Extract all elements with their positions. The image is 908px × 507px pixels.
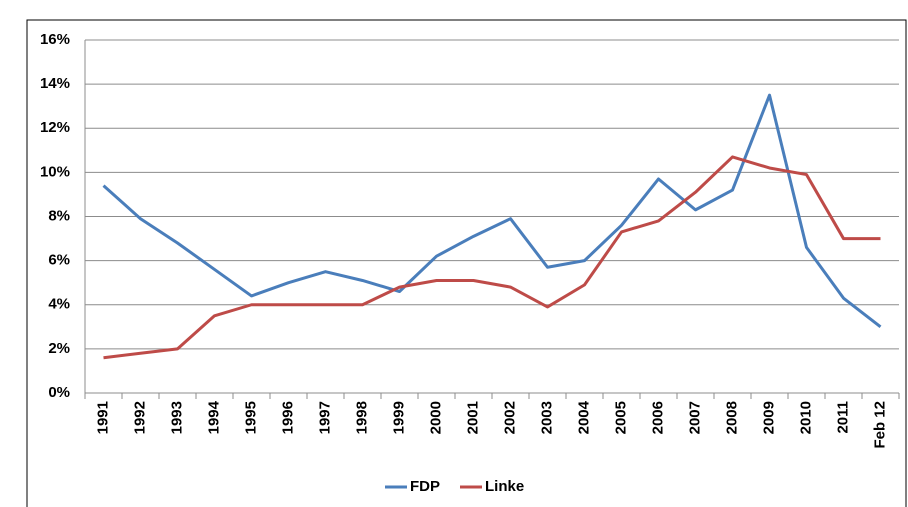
x-tick-label: 1992 (131, 401, 148, 434)
x-tick-label: 2004 (575, 400, 592, 434)
x-tick-label: 1995 (242, 401, 259, 434)
y-tick-label: 6% (48, 252, 70, 269)
y-tick-label: 12% (40, 119, 70, 136)
legend-label: FDP (410, 478, 440, 495)
x-tick-label: 1994 (205, 400, 222, 434)
x-tick-label: Feb 12 (871, 401, 888, 449)
y-tick-label: 4% (48, 296, 70, 313)
x-tick-label: 1997 (316, 401, 333, 434)
series-line (103, 155, 881, 360)
x-tick-label: 2011 (834, 401, 851, 434)
x-tick-label: 2006 (649, 401, 666, 434)
x-tick-label: 2003 (538, 401, 555, 434)
series-line (102, 93, 882, 328)
x-tick-label: 2009 (760, 401, 777, 434)
y-tick-label: 8% (48, 207, 70, 224)
x-tick-label: 2000 (427, 401, 444, 434)
x-tick-label: 2008 (723, 401, 740, 434)
x-tick-label: 2001 (464, 401, 481, 434)
x-tick-label: 2005 (612, 401, 629, 434)
x-tick-label: 1999 (390, 401, 407, 434)
y-tick-label: 16% (40, 31, 70, 48)
x-tick-label: 1991 (94, 401, 111, 434)
y-tick-label: 10% (40, 163, 70, 180)
y-tick-label: 0% (48, 384, 70, 401)
x-tick-label: 2010 (797, 401, 814, 434)
x-tick-label: 2007 (686, 401, 703, 434)
x-tick-label: 1998 (353, 401, 370, 434)
y-tick-label: 14% (40, 75, 70, 92)
y-tick-label: 2% (48, 340, 70, 357)
legend-label: Linke (485, 478, 524, 495)
chart-frame (26, 19, 907, 507)
x-tick-label: 1996 (279, 401, 296, 434)
x-tick-label: 1993 (168, 401, 185, 434)
x-tick-label: 2002 (501, 401, 518, 434)
